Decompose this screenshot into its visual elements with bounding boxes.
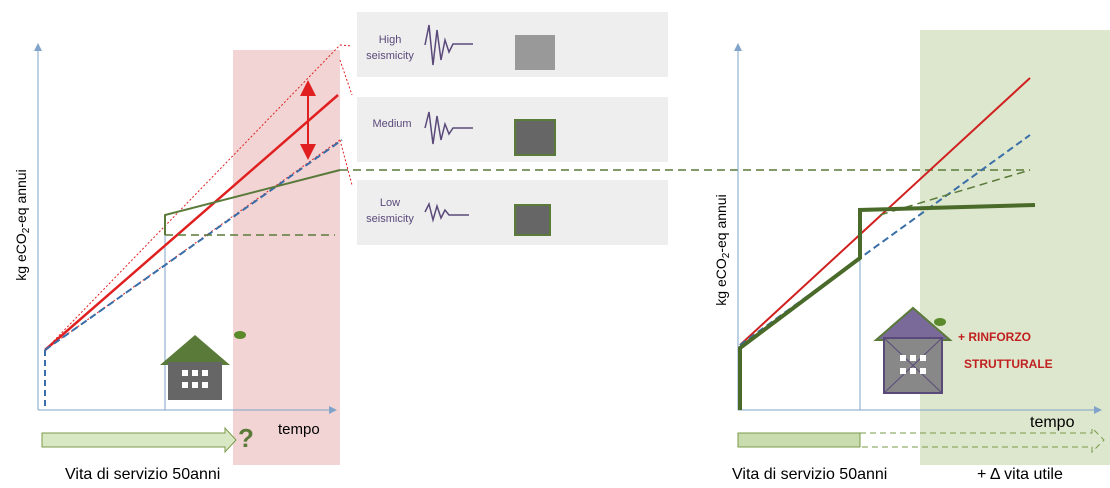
green-band — [920, 30, 1110, 465]
scenario-box — [357, 12, 668, 77]
damaged-house — [515, 35, 555, 70]
scenario-label: Low — [380, 197, 400, 209]
house — [514, 204, 551, 236]
life-arrow — [41, 426, 237, 454]
house-icon — [873, 306, 953, 394]
y-axis-label: kg eCO2-eq annui — [713, 194, 732, 305]
green-line — [164, 169, 341, 235]
life-arrow — [737, 432, 861, 448]
service-life: Vita di servizio 50anni — [732, 466, 887, 483]
red-line — [739, 77, 1031, 346]
green-line — [738, 203, 1036, 410]
wave — [424, 24, 473, 66]
house-icon — [160, 331, 246, 400]
reinforcement-label: + RINFORZO — [958, 330, 1031, 344]
scenario-links — [339, 44, 353, 186]
red-line — [44, 94, 339, 351]
blue-line — [44, 139, 343, 351]
house — [514, 119, 556, 156]
extension-arrow — [860, 426, 1105, 454]
service-life: Vita di servizio 50anni — [65, 466, 220, 483]
high-line — [44, 44, 341, 351]
wave — [424, 111, 473, 145]
scenario-label: seismicity — [366, 50, 414, 62]
y-axis-label: kg eCO2-eq annui — [13, 169, 32, 280]
pink-band — [233, 50, 340, 465]
scenario-label: High — [379, 34, 402, 46]
x-axis-label: tempo — [1030, 414, 1075, 431]
question-mark: ? — [238, 423, 254, 453]
wave — [424, 201, 469, 223]
scenario-box — [357, 180, 668, 245]
extension-label: + Δ vita utile — [977, 466, 1063, 483]
scenario-box — [357, 97, 668, 162]
scenario-label: Medium — [372, 118, 411, 130]
scenario-label: seismicity — [366, 213, 414, 225]
x-axis-label: tempo — [278, 421, 320, 438]
reinforcement-label: STRUTTURALE — [964, 357, 1053, 371]
